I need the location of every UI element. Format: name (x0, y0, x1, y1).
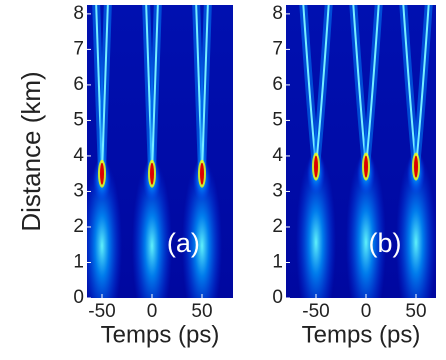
pulse-branch (101, 5, 109, 174)
pulse-peak (314, 155, 318, 178)
x-tick-label: -50 (302, 301, 329, 322)
pulse-branch (415, 5, 430, 167)
pulse-peak (150, 162, 154, 185)
y-axis-label: Distance (km) (16, 71, 46, 231)
pulse-peak (414, 155, 418, 178)
x-tick-label: 50 (405, 301, 426, 322)
panel-label: (b) (369, 228, 402, 258)
pulse-branch (365, 5, 380, 167)
pulse-trace (396, 5, 436, 298)
y-tick-label: 3 (272, 180, 283, 201)
y-tick-label: 5 (272, 109, 283, 130)
x-tick-label: 50 (191, 301, 212, 322)
x-tick-label: 0 (147, 301, 158, 322)
x-tick-label: 0 (361, 301, 372, 322)
pulse-branch (201, 5, 209, 174)
y-tick-label: 4 (73, 145, 84, 166)
pulse-peak (364, 155, 368, 178)
y-tick-label: 6 (272, 74, 283, 95)
y-tick-label: 0 (272, 287, 283, 308)
pulse-trace (87, 5, 122, 298)
x-axis-label: Temps (ps) (101, 321, 220, 348)
y-tick-label: 1 (272, 252, 283, 273)
pulse-branch (315, 5, 330, 167)
y-tick-label: 4 (272, 145, 283, 166)
pulse-glow (396, 151, 436, 298)
y-tick-label: 1 (73, 252, 84, 273)
y-tick-label: 7 (73, 38, 84, 59)
pulse-glow (132, 158, 172, 298)
y-tick-label: 8 (272, 3, 283, 24)
y-tick-label: 2 (73, 216, 84, 237)
y-tick-label: 0 (73, 287, 84, 308)
pulse-branch (151, 5, 159, 174)
pulse-glow (296, 151, 336, 298)
pulse-trace (296, 5, 336, 298)
plot-area (286, 5, 436, 298)
panel-label: (a) (167, 228, 200, 258)
pulse-trace (132, 5, 172, 298)
x-tick-label: -50 (88, 301, 115, 322)
plot-area (87, 5, 222, 298)
pulse-trace (182, 5, 222, 298)
y-tick-label: 2 (272, 216, 283, 237)
y-tick-label: 5 (73, 109, 84, 130)
y-tick-label: 6 (73, 74, 84, 95)
pulse-peak (200, 162, 204, 185)
x-axis-label: Temps (ps) (302, 321, 421, 348)
pulse-glow (346, 151, 386, 298)
y-tick-label: 3 (73, 180, 84, 201)
pulse-trace (346, 5, 386, 298)
y-tick-label: 8 (73, 3, 84, 24)
pulse-glow (182, 158, 222, 298)
y-tick-label: 7 (272, 38, 283, 59)
pulse-peak (100, 162, 104, 185)
